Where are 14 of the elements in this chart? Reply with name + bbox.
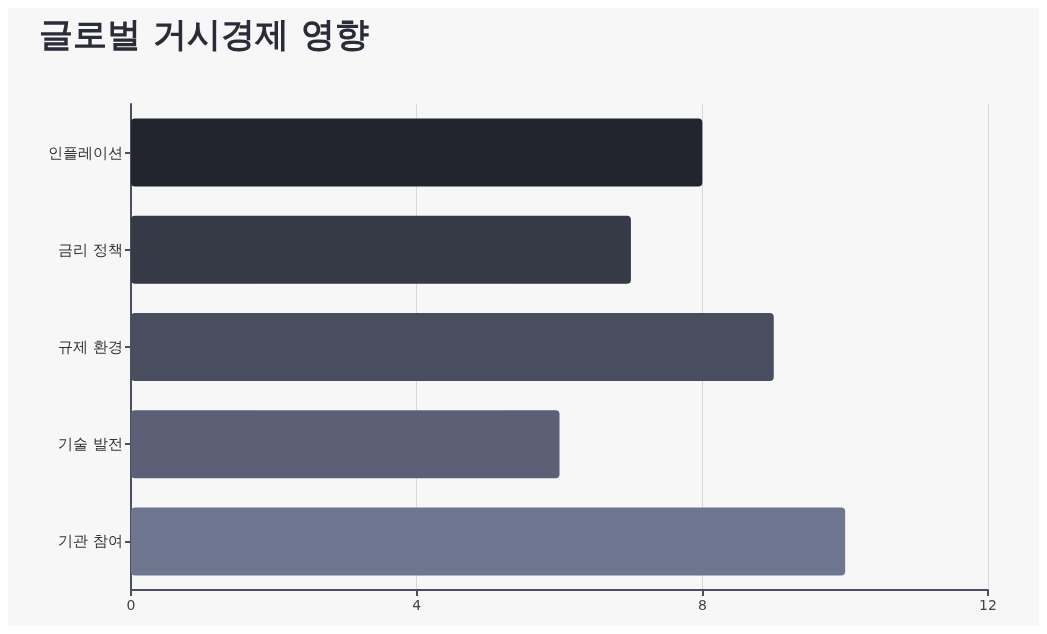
y-tick-label: 규제 환경 bbox=[58, 338, 123, 356]
bar bbox=[131, 410, 560, 479]
x-tick-label: 4 bbox=[412, 597, 422, 613]
x-tick-label: 12 bbox=[979, 597, 997, 613]
y-tick-label: 기관 참여 bbox=[58, 532, 123, 551]
bar bbox=[131, 118, 703, 187]
y-tick-label: 기술 발전 bbox=[58, 435, 123, 454]
bar bbox=[131, 507, 846, 576]
bar bbox=[131, 215, 631, 284]
x-tick-label: 0 bbox=[126, 597, 136, 613]
chart-title: 글로벌 거시경제 영향 bbox=[39, 14, 369, 54]
x-tick-label: 8 bbox=[697, 597, 707, 613]
y-tick-label: 금리 정책 bbox=[58, 240, 123, 259]
y-tick-label: 인플레이션 bbox=[48, 143, 123, 162]
